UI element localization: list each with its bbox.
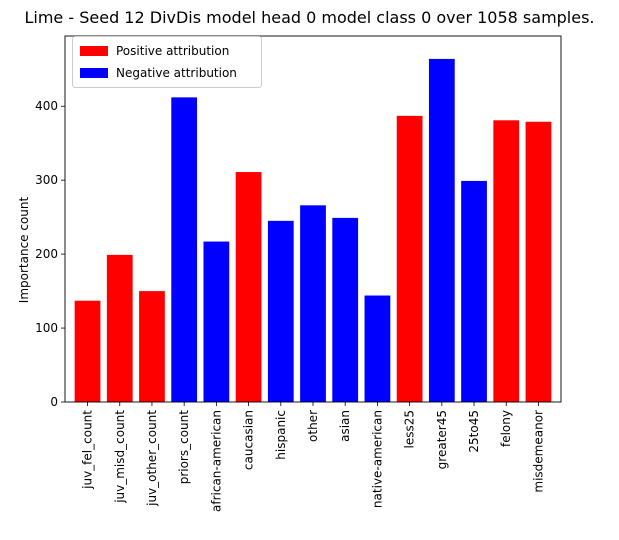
bar-other: [300, 205, 326, 402]
chart-legend: Positive attribution Negative attributio…: [72, 36, 262, 88]
y-tick-label-100: 100: [35, 321, 58, 335]
x-tick-label-african-american: african-american: [209, 410, 223, 512]
x-tick-label-hispanic: hispanic: [274, 410, 288, 460]
bar-less25: [396, 115, 423, 402]
x-tick-label-asian: asian: [338, 410, 352, 442]
x-tick-label-less25: less25: [403, 410, 417, 449]
bar-misdemeanor: [525, 121, 552, 402]
y-tick-label-200: 200: [35, 247, 58, 261]
bar-juv_other_count: [139, 291, 165, 402]
legend-swatch-negative: [80, 68, 108, 78]
x-tick-label-other: other: [306, 410, 320, 442]
y-tick-label-0: 0: [50, 395, 58, 409]
legend-label-positive: Positive attribution: [116, 44, 230, 58]
x-tick-label-misdemeanor: misdemeanor: [531, 410, 545, 493]
bar-caucasian: [235, 172, 262, 402]
plot-frame: [64, 35, 562, 403]
chart-title: Lime - Seed 12 DivDis model head 0 model…: [24, 8, 595, 27]
bar-native-american: [364, 295, 391, 402]
bar-greater45: [428, 58, 455, 403]
legend-swatch-positive: [80, 46, 108, 56]
x-tick-label-juv_fel_count: juv_fel_count: [81, 410, 95, 490]
legend-entry-positive: Positive attribution: [80, 43, 229, 59]
legend-entry-negative: Negative attribution: [80, 65, 237, 81]
legend-label-negative: Negative attribution: [116, 66, 237, 80]
y-tick-label-400: 400: [35, 99, 58, 113]
x-tick-label-caucasian: caucasian: [242, 410, 256, 470]
bar-priors_count: [171, 97, 198, 403]
x-tick-label-25to45: 25to45: [467, 410, 481, 453]
bar-asian: [332, 217, 359, 402]
bar-hispanic: [267, 220, 294, 402]
y-tick-label-300: 300: [35, 173, 58, 187]
bar-25to45: [461, 180, 487, 402]
x-tick-label-native-american: native-american: [370, 410, 384, 508]
x-tick-label-priors_count: priors_count: [177, 410, 191, 485]
x-tick-label-greater45: greater45: [435, 410, 449, 469]
x-tick-label-juv_misd_count: juv_misd_count: [113, 410, 127, 504]
x-tick-label-felony: felony: [499, 410, 513, 447]
bar-felony: [493, 120, 520, 403]
bar-juv_fel_count: [74, 300, 101, 402]
bar-juv_misd_count: [106, 254, 133, 402]
bar-african-american: [203, 241, 230, 402]
x-tick-label-juv_other_count: juv_other_count: [145, 410, 159, 507]
